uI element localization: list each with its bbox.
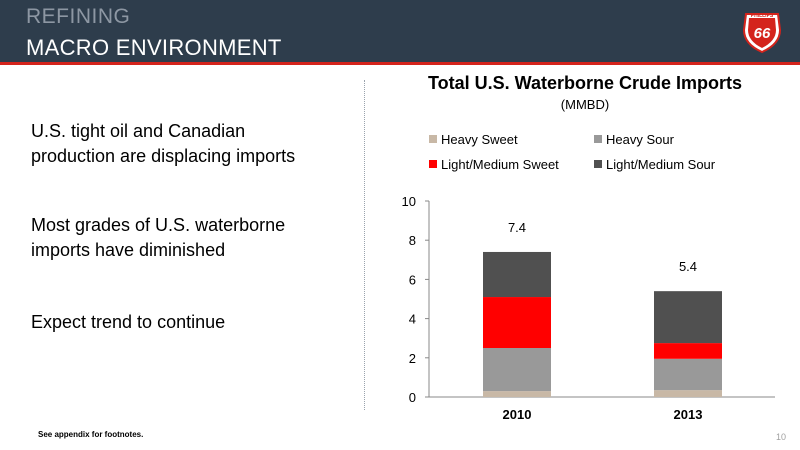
header-accent-line [0,62,800,65]
y-tick-label: 0 [409,390,416,405]
x-category-label: 2010 [503,407,532,422]
bullet-3-line-1: Expect trend to continue [31,312,226,332]
y-tick-label: 4 [409,312,416,327]
slide-header: REFINING MACRO ENVIRONMENT PHILLIPS 66 [0,0,800,62]
legend-heavy-sweet: Heavy Sweet [429,132,518,147]
phillips66-logo: PHILLIPS 66 [742,13,782,54]
y-tick-label: 10 [402,194,416,209]
bar-segment-heavy-sweet-2013 [654,390,722,397]
legend-swatch-light-medium-sweet [429,160,437,168]
section-label: REFINING [26,5,131,28]
bar-total-label: 5.4 [679,259,697,274]
chart-title: Total U.S. Waterborne Crude Imports [427,73,743,93]
y-tick-label: 6 [409,272,416,287]
bar-segment-light-medium-sour-2010 [483,251,551,298]
legend-light-medium-sour: Light/Medium Sour [594,157,715,172]
legend-label-heavy-sweet: Heavy Sweet [441,132,518,147]
legend-swatch-heavy-sweet [429,135,437,143]
y-tick-label: 2 [409,351,416,366]
legend-label-light-medium-sweet: Light/Medium Sweet [441,157,559,172]
legend-label-heavy-sour: Heavy Sour [606,132,674,147]
bullet-2-line-1: Most grades of U.S. waterborne [31,215,286,235]
bar-total-label: 7.4 [508,220,526,235]
bullet-2: Most grades of U.S. waterborne imports h… [31,213,285,263]
bullet-2-line-2: imports have diminished [31,240,226,260]
bar-segment-heavy-sour-2013 [654,358,722,391]
column-divider [364,80,365,410]
bar-segment-light-medium-sweet-2010 [483,297,551,348]
bar-segment-heavy-sour-2010 [483,348,551,392]
legend-swatch-light-medium-sour [594,160,602,168]
x-category-label: 2013 [674,407,703,422]
bar-segment-light-medium-sour-2013 [654,291,722,344]
page-number: 10 [776,432,787,442]
chart-subtitle: (MMBD) [560,97,610,112]
bar-segment-light-medium-sweet-2013 [654,343,722,359]
logo-text-top: PHILLIPS [751,13,774,19]
bullet-1-line-2: production are displacing imports [31,146,296,166]
bullet-1: U.S. tight oil and Canadian production a… [31,119,295,169]
y-tick-label: 8 [409,233,416,248]
bullet-3: Expect trend to continue [31,310,225,335]
legend-label-light-medium-sour: Light/Medium Sour [606,157,716,172]
footnote: See appendix for footnotes. [38,430,144,439]
bullet-1-line-1: U.S. tight oil and Canadian [31,121,246,141]
bar-segment-heavy-sweet-2010 [483,391,551,397]
logo-text-main: 66 [754,25,771,42]
legend-swatch-heavy-sour [594,135,602,143]
legend-light-medium-sweet: Light/Medium Sweet [429,157,559,172]
legend-heavy-sour: Heavy Sour [594,132,674,147]
slide-title: MACRO ENVIRONMENT [26,35,282,60]
